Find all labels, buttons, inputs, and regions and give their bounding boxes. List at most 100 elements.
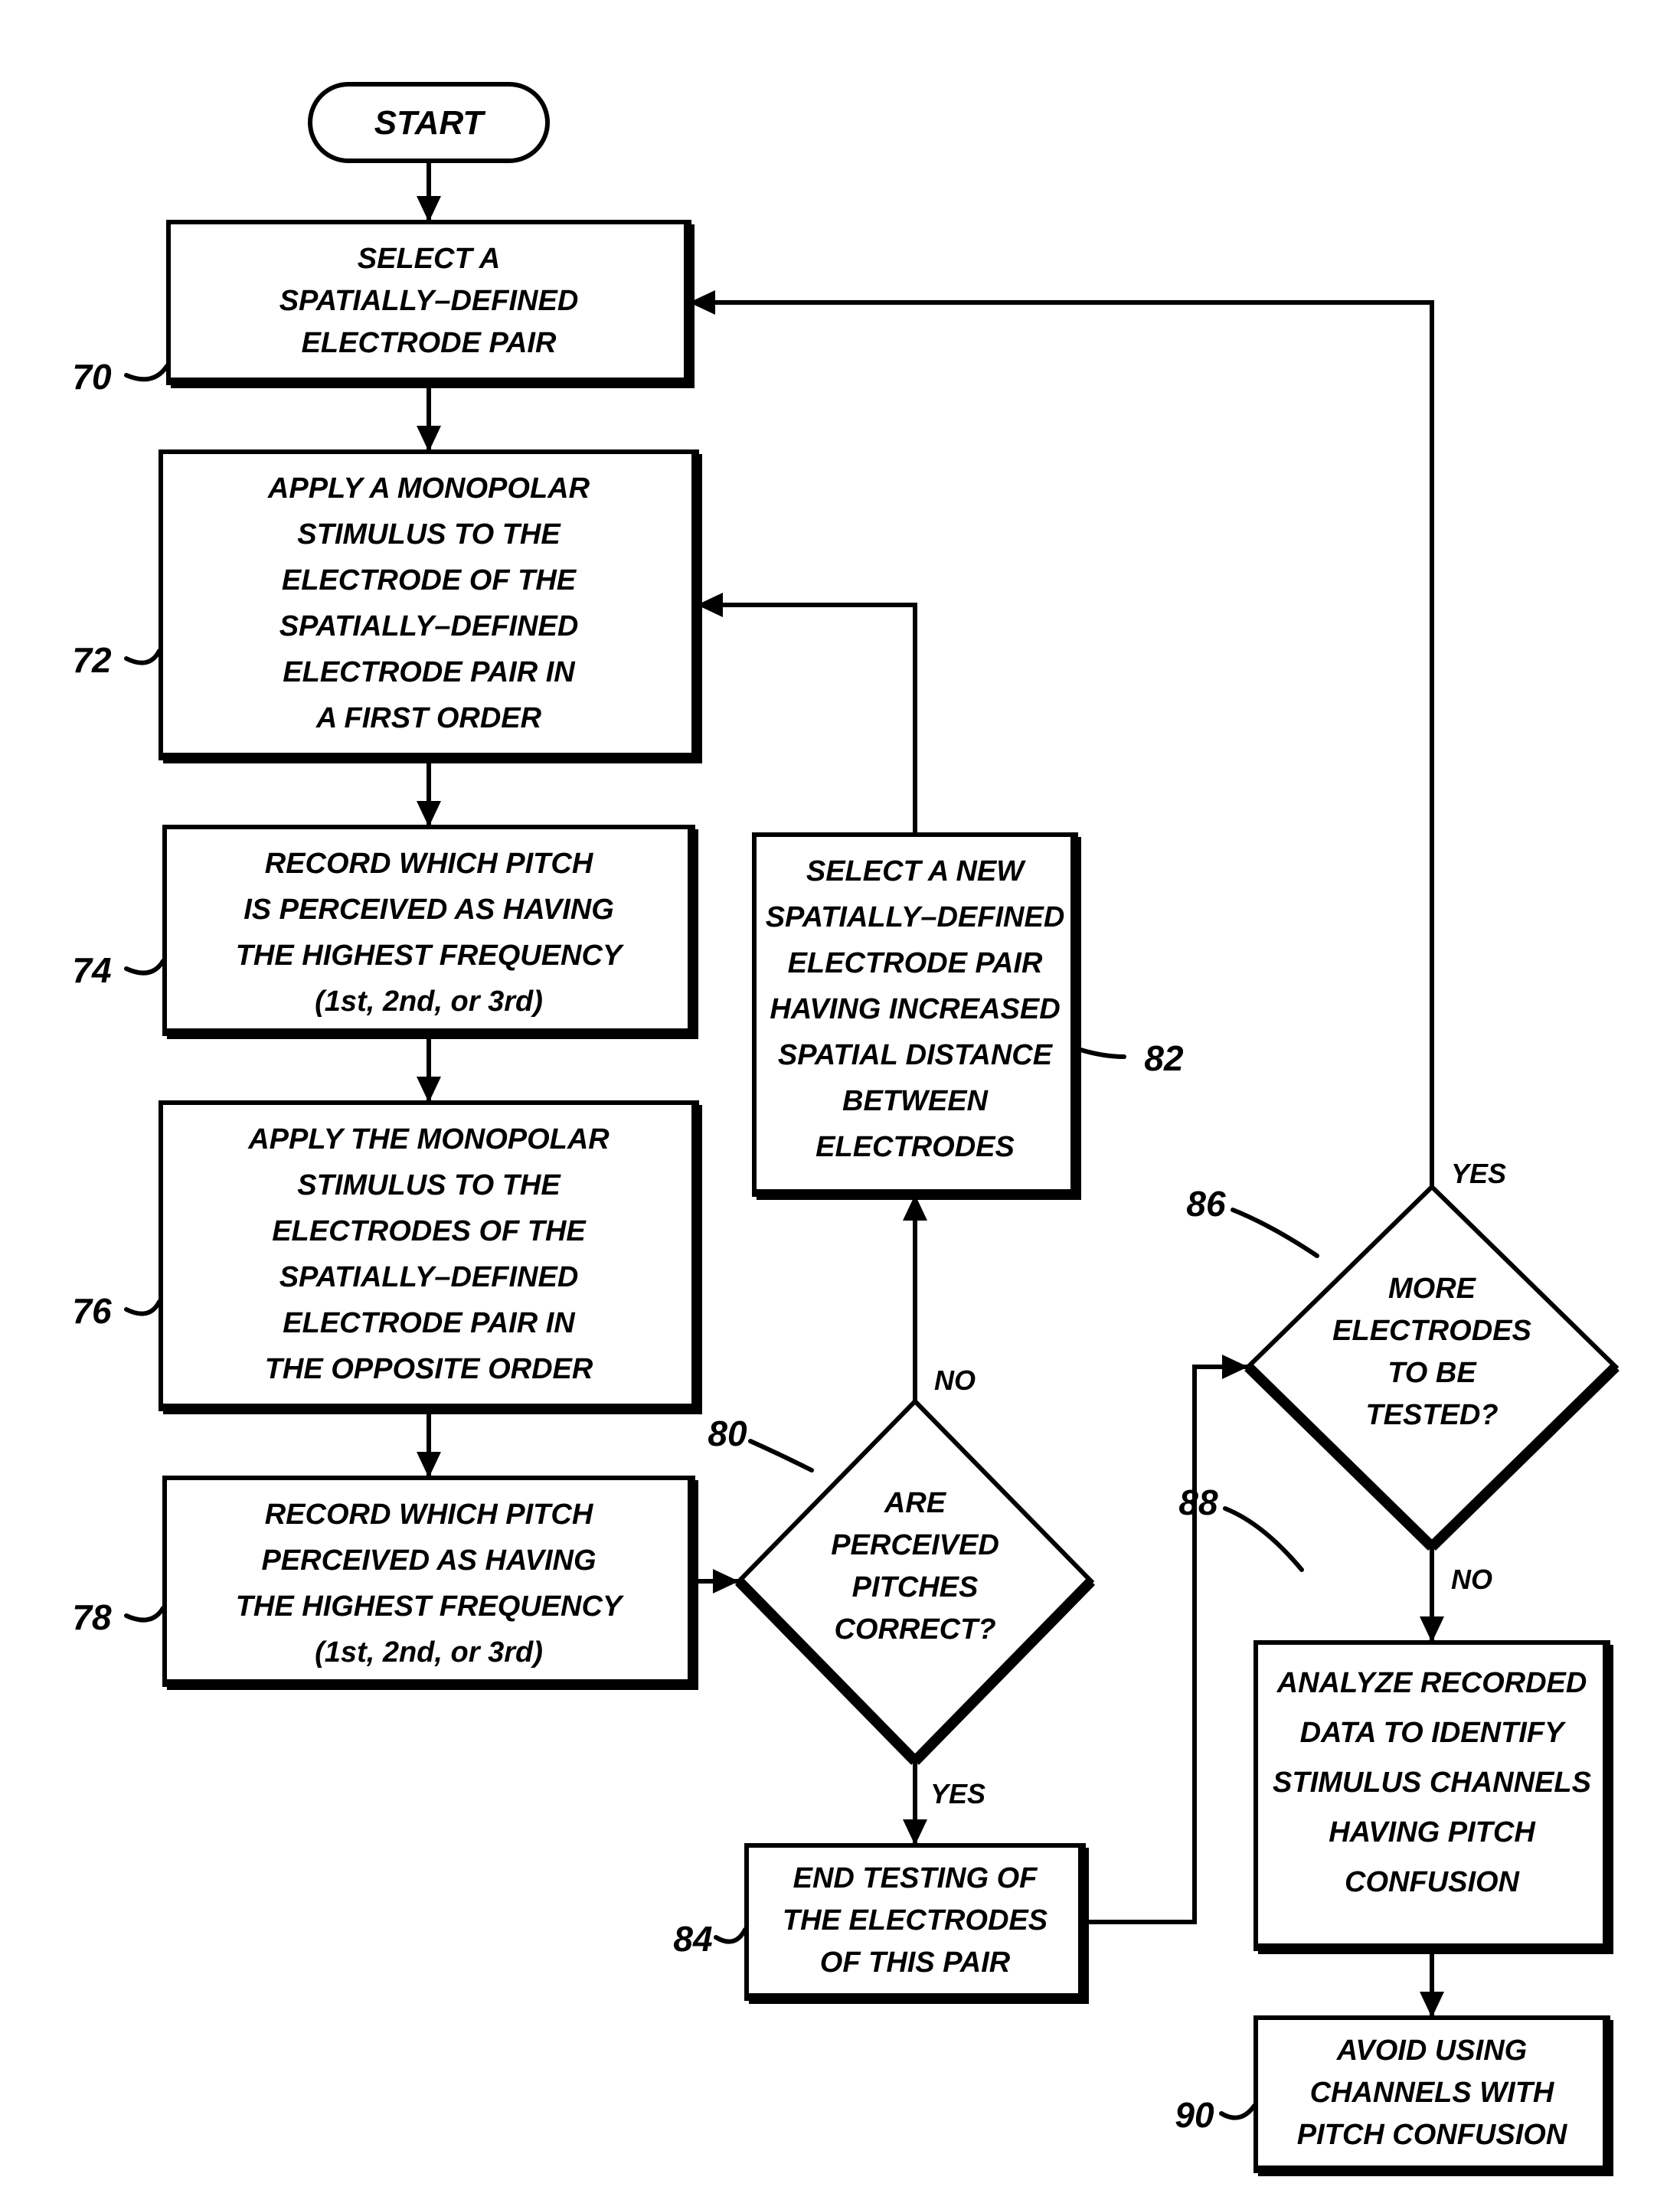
arrow-72-74 bbox=[417, 801, 441, 827]
ref-tick-90 bbox=[1221, 2106, 1254, 2118]
n78-l1: PERCEIVED AS HAVING bbox=[261, 1544, 596, 1577]
arrow-78-80 bbox=[713, 1569, 739, 1593]
n76-l0: APPLY THE MONOPOLAR bbox=[247, 1123, 610, 1155]
n74-l1: IS PERCEIVED AS HAVING bbox=[244, 894, 614, 926]
label-yes-86: YES bbox=[1451, 1158, 1506, 1189]
n70-l1: SPATIALLY–DEFINED bbox=[279, 285, 579, 317]
ref-74: 74 bbox=[72, 950, 111, 990]
node-start: START bbox=[310, 84, 547, 161]
n82-l4: SPATIAL DISTANCE bbox=[778, 1039, 1054, 1071]
n88-l3: HAVING PITCH bbox=[1329, 1816, 1536, 1848]
n88-l4: CONFUSION bbox=[1345, 1866, 1521, 1898]
ref-tick-88 bbox=[1225, 1508, 1302, 1570]
n80-l3: CORRECT? bbox=[834, 1613, 995, 1646]
n88-l2: STIMULUS CHANNELS bbox=[1273, 1767, 1591, 1799]
n82-l6: ELECTRODES bbox=[815, 1131, 1015, 1163]
edge-82-up bbox=[754, 605, 915, 835]
flowchart: START NO YES YES NO SELECT A bbox=[0, 0, 1680, 2190]
n78-l0: RECORD WHICH PITCH bbox=[265, 1499, 594, 1531]
node-74: RECORD WHICH PITCH IS PERCEIVED AS HAVIN… bbox=[165, 827, 693, 1034]
n84-l0: END TESTING OF bbox=[793, 1862, 1039, 1894]
ref-tick-80 bbox=[750, 1441, 812, 1470]
n86-l2: TO BE bbox=[1387, 1357, 1477, 1389]
n76-l3: SPATIALLY–DEFINED bbox=[279, 1261, 579, 1293]
node-90: AVOID USING CHANNELS WITH PITCH CONFUSIO… bbox=[1256, 2018, 1608, 2171]
n78-l2: THE HIGHEST FREQUENCY bbox=[236, 1590, 625, 1623]
n84-l1: THE ELECTRODES bbox=[783, 1904, 1048, 1937]
n88-l1: DATA TO IDENTIFY bbox=[1300, 1717, 1567, 1749]
node-78: RECORD WHICH PITCH PERCEIVED AS HAVING T… bbox=[165, 1478, 693, 1685]
arrow-start-70 bbox=[417, 196, 441, 222]
n80-l1: PERCEIVED bbox=[831, 1529, 999, 1561]
n72-l4: ELECTRODE PAIR IN bbox=[283, 656, 576, 688]
n74-l2: THE HIGHEST FREQUENCY bbox=[236, 940, 625, 972]
node-86: MORE ELECTRODES TO BE TESTED? bbox=[1248, 1187, 1616, 1547]
edge-84-86 bbox=[1084, 1367, 1248, 1922]
n72-l5: A FIRST ORDER bbox=[315, 702, 542, 734]
ref-80: 80 bbox=[708, 1414, 747, 1453]
node-72: APPLY A MONOPOLAR STIMULUS TO THE ELECTR… bbox=[161, 452, 697, 758]
node-76: APPLY THE MONOPOLAR STIMULUS TO THE ELEC… bbox=[161, 1103, 697, 1409]
n74-l3: (1st, 2nd, or 3rd) bbox=[315, 986, 543, 1018]
n76-l5: THE OPPOSITE ORDER bbox=[265, 1353, 593, 1385]
n72-l1: STIMULUS TO THE bbox=[297, 518, 561, 551]
arrow-76-78 bbox=[417, 1452, 441, 1478]
start-label: START bbox=[374, 104, 486, 142]
n72-l0: APPLY A MONOPOLAR bbox=[267, 472, 590, 505]
n86-l3: TESTED? bbox=[1365, 1399, 1498, 1431]
n70-l2: ELECTRODE PAIR bbox=[302, 327, 557, 359]
ref-tick-84 bbox=[716, 1930, 745, 1942]
n80-l2: PITCHES bbox=[852, 1571, 979, 1603]
n70-l0: SELECT A bbox=[358, 243, 501, 275]
node-88: ANALYZE RECORDED DATA TO IDENTIFY STIMUL… bbox=[1256, 1642, 1608, 1949]
node-80: ARE PERCEIVED PITCHES CORRECT? bbox=[739, 1401, 1091, 1761]
ref-tick-72 bbox=[126, 651, 159, 663]
n72-l2: ELECTRODE OF THE bbox=[282, 564, 577, 597]
arrow-80-84 bbox=[903, 1819, 927, 1845]
n88-l0: ANALYZE RECORDED bbox=[1276, 1667, 1587, 1699]
n82-l1: SPATIALLY–DEFINED bbox=[766, 901, 1065, 933]
arrow-88-90 bbox=[1420, 1992, 1444, 2018]
arrow-74-76 bbox=[417, 1077, 441, 1103]
ref-tick-70 bbox=[126, 366, 167, 379]
n84-l2: OF THIS PAIR bbox=[820, 1946, 1011, 1979]
n90-l1: CHANNELS WITH bbox=[1310, 2077, 1555, 2109]
ref-tick-74 bbox=[126, 961, 163, 973]
n86-l0: MORE bbox=[1388, 1273, 1477, 1305]
n82-l3: HAVING INCREASED bbox=[770, 993, 1060, 1025]
arrow-84-86 bbox=[1222, 1355, 1248, 1379]
n82-l0: SELECT A NEW bbox=[806, 855, 1026, 887]
arrow-70-72 bbox=[417, 426, 441, 452]
ref-88: 88 bbox=[1178, 1482, 1218, 1522]
n76-l4: ELECTRODE PAIR IN bbox=[283, 1307, 576, 1339]
node-70: SELECT A SPATIALLY–DEFINED ELECTRODE PAI… bbox=[168, 222, 689, 383]
label-yes-80: YES bbox=[930, 1778, 985, 1809]
n90-l2: PITCH CONFUSION bbox=[1297, 2119, 1568, 2151]
node-84: END TESTING OF THE ELECTRODES OF THIS PA… bbox=[747, 1845, 1084, 1999]
n72-l3: SPATIALLY–DEFINED bbox=[279, 610, 579, 642]
ref-90: 90 bbox=[1175, 2095, 1214, 2135]
ref-tick-78 bbox=[126, 1608, 163, 1620]
ref-76: 76 bbox=[72, 1291, 112, 1331]
ref-tick-76 bbox=[126, 1302, 159, 1314]
n82-l5: BETWEEN bbox=[842, 1085, 989, 1117]
ref-84: 84 bbox=[673, 1919, 712, 1959]
n80-l0: ARE bbox=[884, 1487, 947, 1519]
ref-72: 72 bbox=[72, 640, 112, 680]
n74-l0: RECORD WHICH PITCH bbox=[265, 848, 594, 880]
n78-l3: (1st, 2nd, or 3rd) bbox=[315, 1636, 543, 1669]
label-no-80: NO bbox=[934, 1365, 976, 1396]
n76-l1: STIMULUS TO THE bbox=[297, 1169, 561, 1201]
label-no-86: NO bbox=[1451, 1564, 1492, 1595]
arrow-86-88 bbox=[1420, 1616, 1444, 1642]
ref-70: 70 bbox=[72, 357, 112, 397]
ref-tick-86 bbox=[1233, 1210, 1317, 1256]
ref-tick-82 bbox=[1078, 1049, 1124, 1057]
n76-l2: ELECTRODES OF THE bbox=[272, 1215, 587, 1247]
ref-86: 86 bbox=[1186, 1184, 1226, 1224]
ref-82: 82 bbox=[1144, 1038, 1184, 1078]
ref-78: 78 bbox=[72, 1597, 112, 1637]
n90-l0: AVOID USING bbox=[1336, 2035, 1527, 2067]
n86-l1: ELECTRODES bbox=[1332, 1315, 1531, 1347]
node-82: SELECT A NEW SPATIALLY–DEFINED ELECTRODE… bbox=[754, 835, 1076, 1195]
